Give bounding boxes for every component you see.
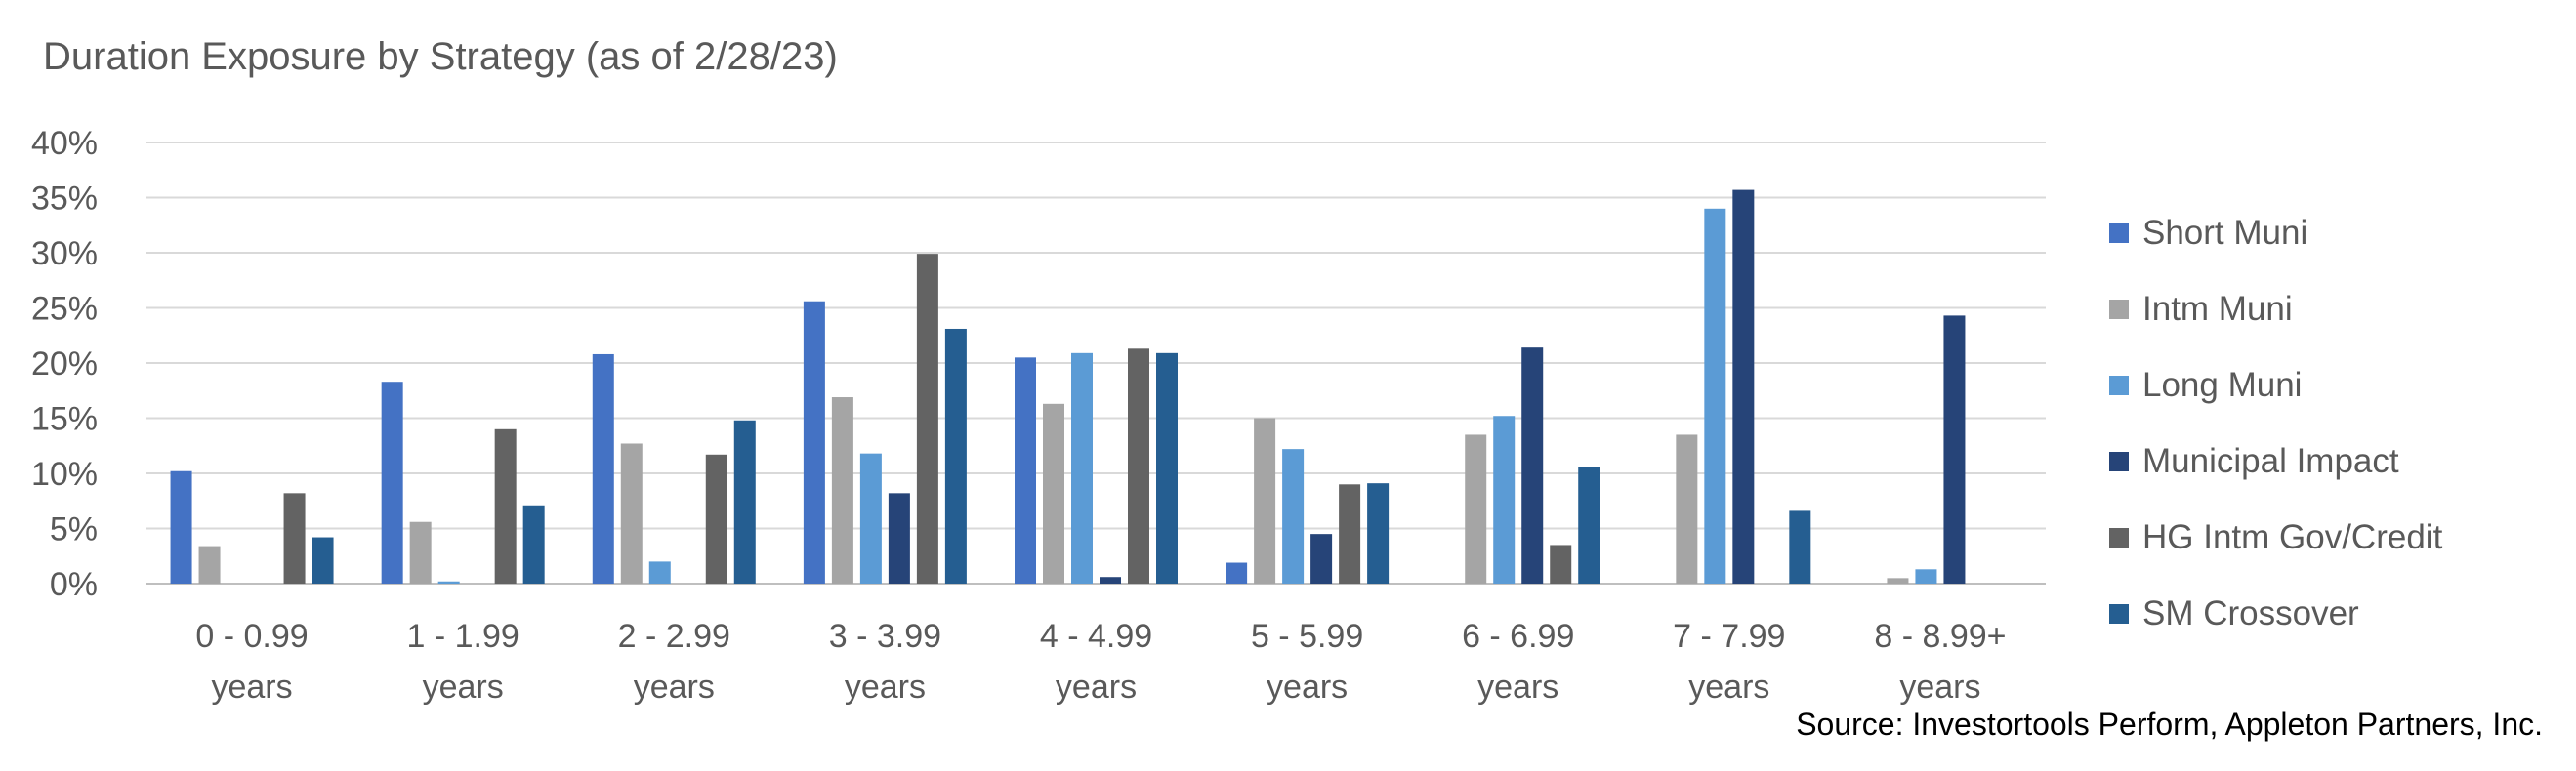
y-tick-label: 35%	[31, 181, 98, 218]
x-tick-label: 7 - 7.99	[1673, 618, 1785, 655]
legend-label: Intm Muni	[2142, 290, 2293, 328]
legend-swatch	[2109, 452, 2129, 471]
bar-hg-intm-gov-credit-0	[283, 493, 306, 584]
x-tick-label: years	[1267, 669, 1348, 706]
y-tick-label: 15%	[31, 401, 98, 438]
x-tick-label: 2 - 2.99	[618, 618, 730, 655]
bar-short-muni-0	[170, 470, 192, 584]
bar-hg-intm-gov-credit-3	[916, 254, 938, 584]
x-tick-label: years	[845, 669, 926, 706]
bar-long-muni-4	[1071, 352, 1093, 584]
bar-hg-intm-gov-credit-6	[1550, 545, 1572, 584]
bar-long-muni-6	[1493, 416, 1516, 584]
chart-title: Duration Exposure by Strategy (as of 2/2…	[43, 35, 838, 78]
bar-intm-muni-4	[1043, 403, 1064, 584]
x-tick-label: 4 - 4.99	[1040, 618, 1152, 655]
legend-swatch	[2109, 376, 2129, 395]
bar-hg-intm-gov-credit-1	[494, 428, 517, 584]
bar-short-muni-1	[381, 382, 403, 584]
legend: Short Muni Intm Muni Long Muni Municipal Im…	[2109, 195, 2442, 652]
gridlines	[146, 142, 2046, 585]
x-tick-label: years	[1899, 669, 1980, 706]
source-note: Source: Investortools Perform, Appleton …	[1796, 707, 2543, 742]
bar-municipal-impact-4	[1100, 577, 1121, 584]
x-tick-label: 6 - 6.99	[1462, 618, 1574, 655]
x-tick-label: years	[634, 669, 715, 706]
bar-municipal-impact-3	[888, 493, 910, 584]
x-tick-label: 8 - 8.99+	[1874, 618, 2006, 655]
bar-sm-crossover-7	[1789, 510, 1811, 584]
x-tick-label: years	[423, 669, 504, 706]
y-tick-label: 10%	[31, 456, 98, 493]
bar-long-muni-8	[1915, 569, 1937, 584]
bar-municipal-impact-7	[1732, 189, 1755, 584]
legend-item: SM Crossover	[2109, 576, 2442, 652]
bar-sm-crossover-2	[733, 420, 756, 584]
bar-sm-crossover-3	[944, 328, 967, 584]
bar-intm-muni-7	[1676, 434, 1698, 584]
bar-short-muni-5	[1226, 562, 1248, 584]
bar-short-muni-3	[803, 301, 825, 584]
y-tick-label: 0%	[50, 566, 98, 603]
bar-sm-crossover-1	[522, 505, 545, 584]
bar-long-muni-5	[1282, 449, 1305, 584]
y-axis-tick-labels: 0% 5% 10% 15% 20% 25% 30% 35% 40%	[31, 125, 98, 603]
legend-label: Long Muni	[2142, 366, 2303, 404]
bar-long-muni-1	[437, 581, 460, 584]
legend-item: Long Muni	[2109, 347, 2442, 424]
legend-label: Municipal Impact	[2142, 442, 2399, 480]
bar-hg-intm-gov-credit-4	[1128, 348, 1149, 584]
bar-sm-crossover-6	[1578, 467, 1600, 584]
y-tick-label: 40%	[31, 125, 98, 162]
bar-sm-crossover-5	[1367, 483, 1390, 584]
bar-intm-muni-0	[198, 546, 221, 584]
x-tick-label: years	[1477, 669, 1558, 706]
x-tick-label: 1 - 1.99	[407, 618, 519, 655]
bar-intm-muni-8	[1887, 578, 1909, 584]
legend-label: SM Crossover	[2142, 594, 2359, 632]
bar-hg-intm-gov-credit-5	[1339, 484, 1361, 584]
x-tick-label: years	[1688, 669, 1769, 706]
x-tick-label: years	[1056, 669, 1137, 706]
bar-intm-muni-6	[1465, 434, 1487, 584]
legend-swatch	[2109, 604, 2129, 624]
legend-label: HG Intm Gov/Credit	[2142, 518, 2443, 556]
bar-municipal-impact-6	[1521, 347, 1544, 584]
bar-hg-intm-gov-credit-2	[705, 454, 727, 584]
bar-municipal-impact-5	[1310, 534, 1333, 584]
y-tick-label: 30%	[31, 235, 98, 272]
legend-item: Municipal Impact	[2109, 424, 2442, 500]
bar-sm-crossover-0	[312, 537, 334, 584]
legend-item: Short Muni	[2109, 195, 2442, 271]
y-tick-label: 20%	[31, 345, 98, 383]
bar-intm-muni-5	[1254, 418, 1276, 584]
legend-swatch	[2109, 223, 2129, 243]
x-axis-tick-labels: 0 - 0.99 years 1 - 1.99 years 2 - 2.99 years 3…	[195, 618, 2006, 706]
bar-long-muni-7	[1704, 208, 1726, 585]
bars	[170, 189, 1966, 585]
legend-item: Intm Muni	[2109, 271, 2442, 347]
bar-municipal-impact-8	[1943, 315, 1966, 584]
x-tick-label: 0 - 0.99	[195, 618, 308, 655]
bar-short-muni-4	[1015, 357, 1036, 584]
bar-long-muni-2	[648, 561, 671, 584]
legend-item: HG Intm Gov/Credit	[2109, 500, 2442, 576]
bar-intm-muni-1	[409, 521, 432, 584]
y-tick-label: 25%	[31, 291, 98, 328]
bar-short-muni-2	[592, 353, 614, 584]
x-tick-label: 3 - 3.99	[829, 618, 941, 655]
y-tick-label: 5%	[50, 511, 98, 548]
legend-label: Short Muni	[2142, 214, 2308, 252]
bar-long-muni-3	[859, 453, 882, 584]
x-tick-label: 5 - 5.99	[1251, 618, 1363, 655]
bar-intm-muni-3	[831, 397, 853, 584]
legend-swatch	[2109, 300, 2129, 319]
bar-intm-muni-2	[620, 443, 643, 584]
legend-swatch	[2109, 528, 2129, 548]
bar-sm-crossover-4	[1156, 352, 1178, 584]
x-tick-label: years	[211, 669, 292, 706]
